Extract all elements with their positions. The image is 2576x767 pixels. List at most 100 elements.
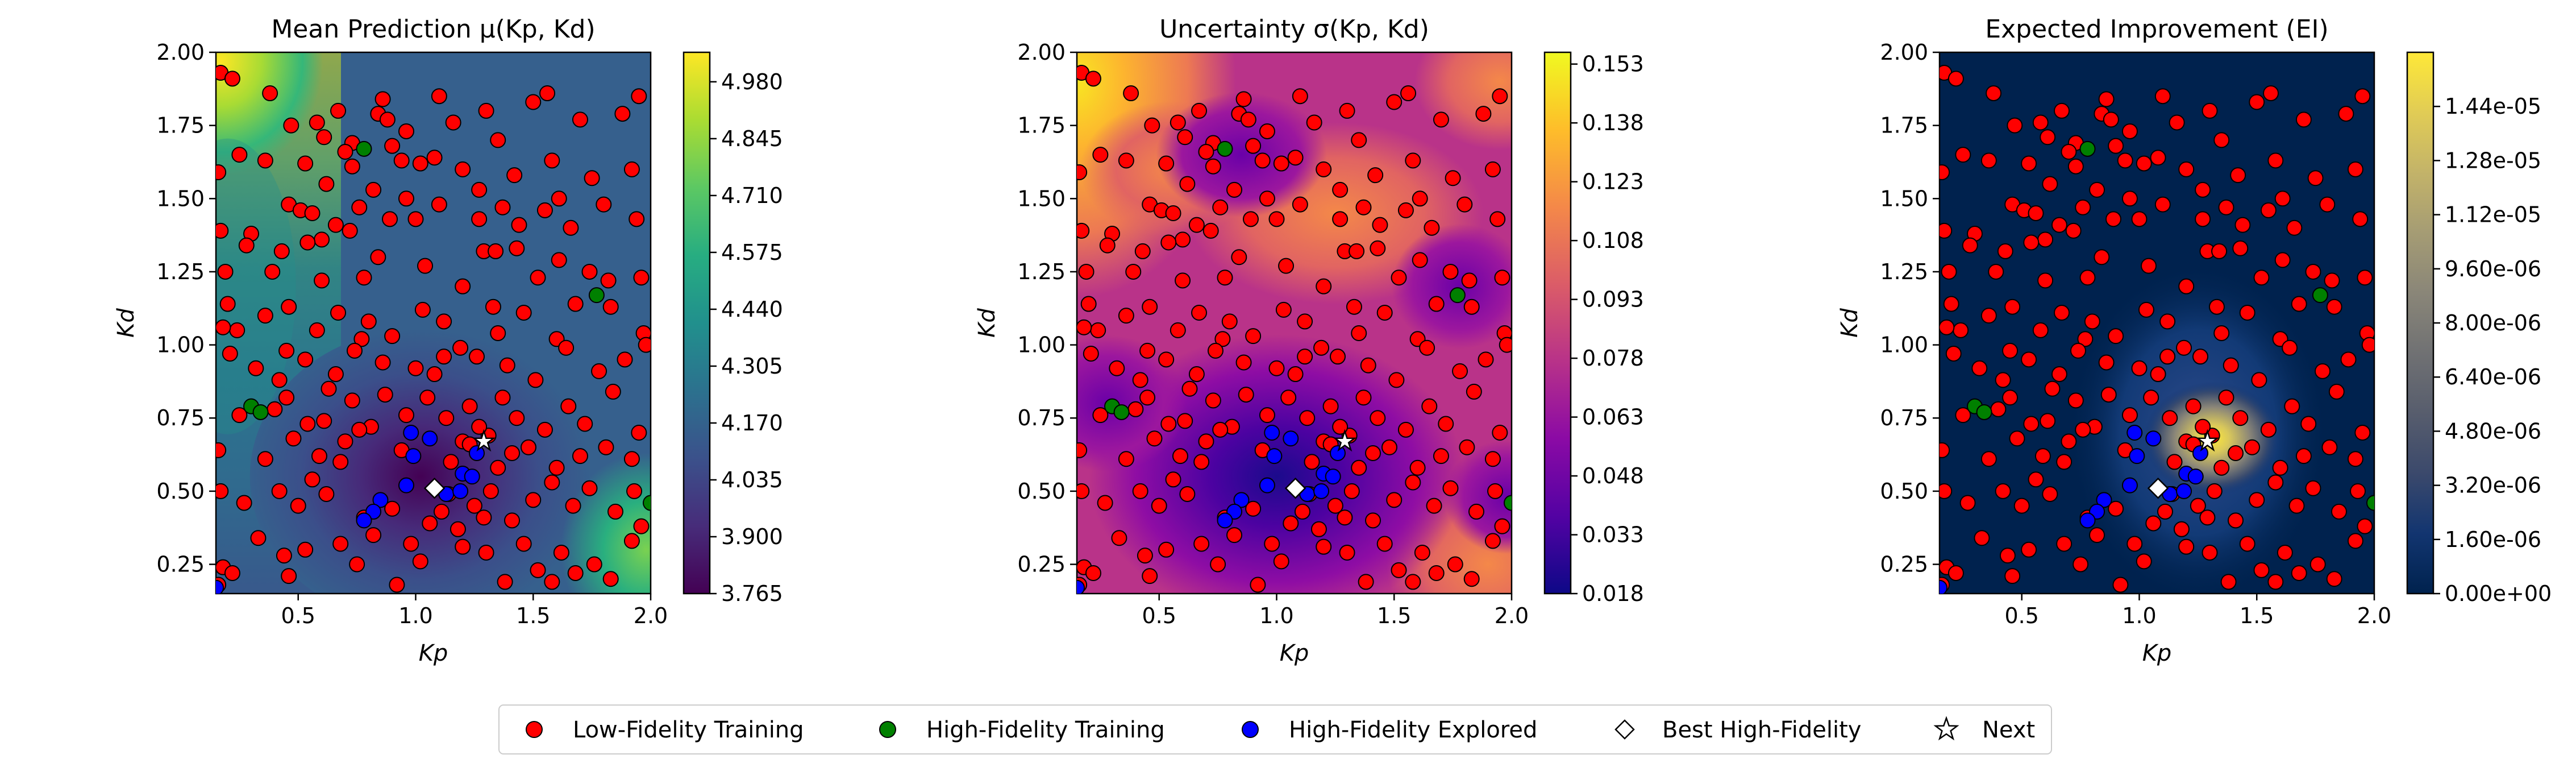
low-fidelity-point xyxy=(629,211,645,227)
x-tick-label: 0.5 xyxy=(281,603,315,628)
low-fidelity-point xyxy=(485,298,501,315)
low-fidelity-point xyxy=(2028,205,2044,222)
x-tick-label: 0.5 xyxy=(1142,603,1176,628)
low-fidelity-point xyxy=(1181,380,1198,397)
low-fidelity-point xyxy=(1139,342,1156,359)
low-fidelity-point xyxy=(370,249,386,266)
low-fidelity-point xyxy=(1259,190,1275,207)
low-fidelity-point xyxy=(1306,114,1322,131)
low-fidelity-point xyxy=(297,541,314,558)
low-fidelity-point xyxy=(1475,106,1492,122)
low-fidelity-point xyxy=(419,389,436,406)
high-fidelity-explored-point xyxy=(452,483,469,499)
low-fidelity-point xyxy=(633,518,650,534)
colorbar-tick-label: 4.035 xyxy=(721,467,783,492)
low-fidelity-point xyxy=(2037,272,2054,289)
low-fidelity-point xyxy=(1980,308,1997,324)
low-fidelity-point xyxy=(2321,439,2338,455)
low-fidelity-point xyxy=(365,181,382,198)
low-fidelity-point xyxy=(2357,518,2373,534)
low-fidelity-point xyxy=(548,459,565,476)
low-fidelity-point xyxy=(2350,483,2366,499)
x-tick-label: 1.0 xyxy=(2122,603,2156,628)
low-fidelity-point xyxy=(1137,548,1153,564)
low-fidelity-point xyxy=(1370,240,1386,256)
low-fidelity-point xyxy=(1212,421,1229,438)
low-fidelity-point xyxy=(1365,512,1381,529)
low-fidelity-point xyxy=(389,577,405,593)
low-fidelity-point xyxy=(1492,424,1508,441)
low-fidelity-point xyxy=(520,439,536,455)
y-tick-label: 0.75 xyxy=(156,405,205,430)
low-fidelity-point xyxy=(1943,296,1959,312)
low-fidelity-point xyxy=(1365,445,1381,461)
low-fidelity-point xyxy=(384,138,401,154)
low-fidelity-point xyxy=(2267,474,2284,491)
low-fidelity-point xyxy=(2150,150,2166,166)
low-fidelity-point xyxy=(412,155,428,172)
low-fidelity-point xyxy=(1947,71,1964,87)
low-fidelity-point xyxy=(297,155,314,172)
high-fidelity-explored-point xyxy=(398,477,414,494)
low-fidelity-point xyxy=(1442,263,1459,280)
low-fidelity-point xyxy=(1974,530,1990,546)
low-fidelity-point xyxy=(2192,349,2208,365)
low-fidelity-point xyxy=(1132,372,1148,388)
low-fidelity-point xyxy=(2274,252,2291,268)
low-fidelity-point xyxy=(1144,117,1160,134)
low-fidelity-point xyxy=(216,222,229,239)
low-fidelity-point xyxy=(2230,167,2246,184)
y-tick-label: 1.00 xyxy=(156,333,205,358)
low-fidelity-point xyxy=(1077,222,1090,239)
high-fidelity-training-point xyxy=(2366,495,2374,511)
low-fidelity-point xyxy=(1226,527,1243,544)
low-fidelity-point xyxy=(1330,349,1346,365)
low-fidelity-point xyxy=(1092,147,1109,163)
low-fidelity-point xyxy=(2108,500,2124,517)
y-tick-label: 1.75 xyxy=(156,113,205,138)
low-fidelity-point xyxy=(2331,503,2347,520)
low-fidelity-point xyxy=(1409,459,1426,476)
low-fidelity-point xyxy=(2253,270,2270,286)
low-fidelity-point xyxy=(2154,88,2171,105)
high-fidelity-explored-point xyxy=(2187,469,2204,485)
low-fidelity-point xyxy=(1170,114,1186,131)
low-fidelity-point xyxy=(1995,483,2011,499)
low-fidelity-point xyxy=(2067,158,2084,175)
high-fidelity-explored-point xyxy=(1077,579,1085,594)
high-fidelity-training-point xyxy=(643,495,651,511)
low-fidelity-point xyxy=(309,114,325,131)
y-tick-label: 0.25 xyxy=(1017,552,1066,577)
low-fidelity-point xyxy=(332,454,349,470)
low-fidelity-point xyxy=(1092,407,1109,424)
y-tick-label: 0.25 xyxy=(156,552,205,577)
legend-label-best-high-fidelity: Best High-Fidelity xyxy=(1662,717,1861,743)
colorbar-tick-label: 4.80e-06 xyxy=(2445,418,2541,443)
low-fidelity-point xyxy=(1191,102,1208,119)
high-fidelity-explored-point xyxy=(2192,445,2208,461)
low-fidelity-point xyxy=(2121,190,2138,207)
low-fidelity-point xyxy=(2098,354,2115,371)
low-fidelity-point xyxy=(1397,421,1414,438)
low-fidelity-point xyxy=(490,459,506,476)
low-fidelity-point xyxy=(2232,240,2249,256)
low-fidelity-point xyxy=(494,389,511,406)
expected-improvement-colorbar xyxy=(2406,51,2434,595)
low-fidelity-point xyxy=(2291,565,2307,581)
low-fidelity-point xyxy=(436,349,452,365)
low-fidelity-point xyxy=(2244,439,2260,455)
low-fidelity-point xyxy=(2073,556,2089,573)
low-fidelity-point xyxy=(1118,308,1134,324)
low-fidelity-point xyxy=(527,372,544,388)
low-fidelity-point xyxy=(250,530,267,546)
high-fidelity-explored-point xyxy=(422,430,438,447)
low-fidelity-point xyxy=(2004,568,2021,584)
low-fidelity-point xyxy=(2253,562,2270,578)
low-fidelity-point xyxy=(1077,442,1088,458)
best-high-fidelity-marker xyxy=(2147,477,2169,499)
low-fidelity-point xyxy=(2044,380,2061,397)
low-fidelity-point xyxy=(276,548,292,564)
low-fidelity-point xyxy=(2159,313,2176,330)
low-fidelity-point xyxy=(581,480,598,496)
colorbar-tick-label: 0.00e+00 xyxy=(2445,581,2552,606)
